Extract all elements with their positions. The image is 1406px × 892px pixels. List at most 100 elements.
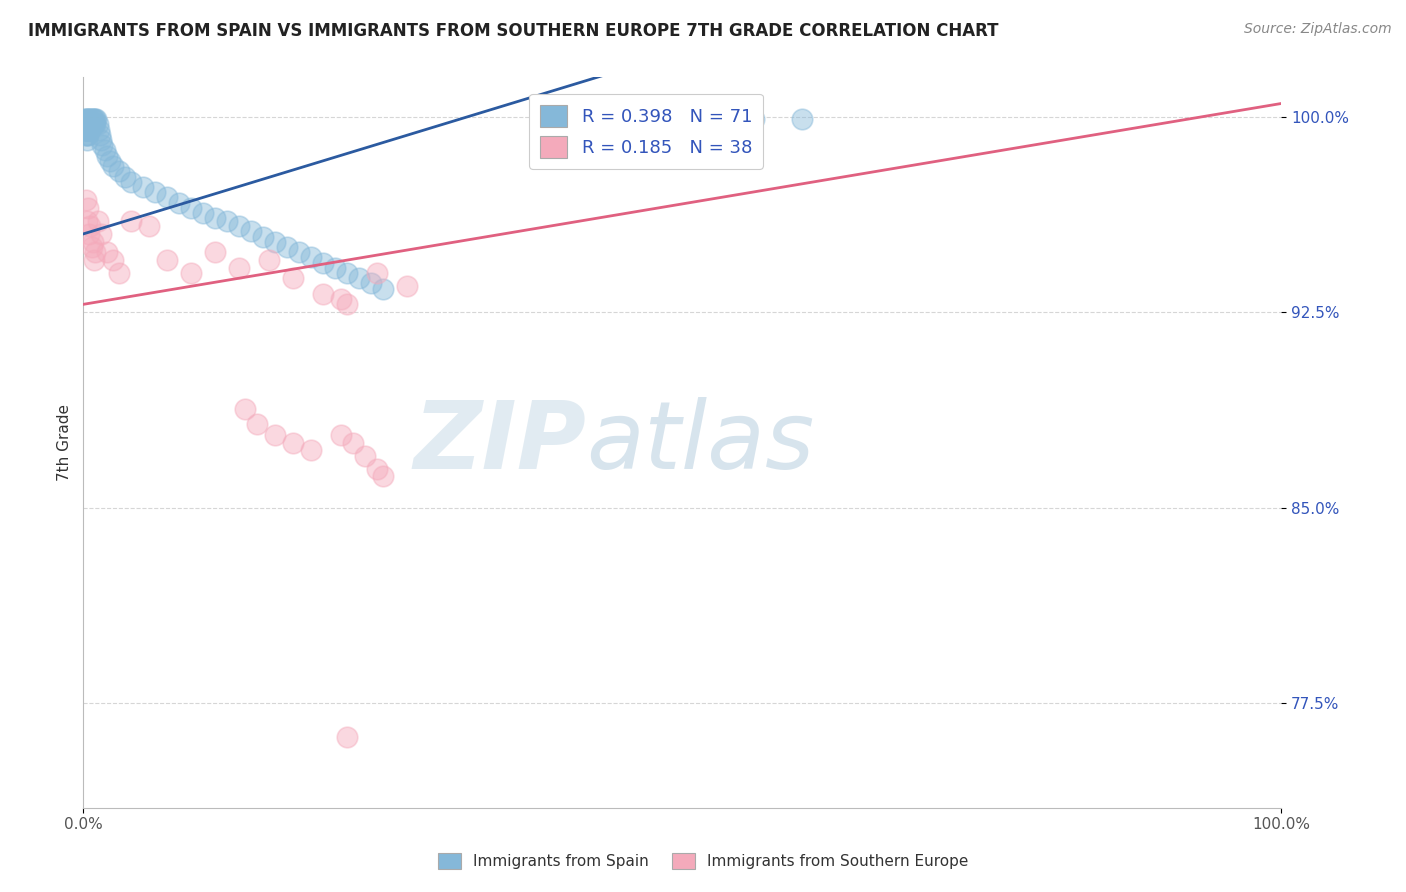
Point [82, 117, 104, 131]
Point [371, 282, 394, 296]
Point [228, 260, 250, 275]
Point [83, 112, 105, 127]
Point [77, 122, 100, 136]
Point [96, 149, 118, 163]
Point [80, 112, 103, 127]
Point [790, 112, 813, 127]
Point [167, 195, 190, 210]
Point [336, 731, 359, 745]
Point [77, 201, 100, 215]
Point [79, 117, 101, 131]
Point [82, 235, 104, 249]
Point [84, 245, 107, 260]
Point [96, 245, 118, 260]
Point [264, 427, 287, 442]
Point [228, 219, 250, 233]
Point [191, 206, 214, 220]
Point [156, 190, 179, 204]
Point [120, 214, 142, 228]
Point [90, 133, 112, 147]
Point [138, 219, 160, 233]
Point [80, 240, 103, 254]
Point [299, 443, 322, 458]
Point [76, 112, 98, 127]
Point [75, 128, 97, 142]
Point [86, 214, 108, 228]
Point [336, 266, 359, 280]
Point [323, 260, 346, 275]
Point [257, 252, 280, 267]
Point [281, 435, 304, 450]
Point [120, 175, 142, 189]
Point [252, 229, 274, 244]
Text: Source: ZipAtlas.com: Source: ZipAtlas.com [1244, 22, 1392, 37]
Point [683, 112, 706, 127]
Y-axis label: 7th Grade: 7th Grade [58, 404, 72, 481]
Point [108, 164, 131, 178]
Point [312, 286, 335, 301]
Point [76, 122, 98, 136]
Point [77, 112, 100, 127]
Point [103, 252, 125, 267]
Point [79, 112, 101, 127]
Point [77, 117, 100, 131]
Point [114, 169, 136, 184]
Point [353, 449, 375, 463]
Point [240, 224, 263, 238]
Point [77, 112, 100, 127]
Point [76, 214, 98, 228]
Point [281, 271, 304, 285]
Point [276, 240, 298, 254]
Point [77, 128, 100, 142]
Point [73, 112, 96, 127]
Point [75, 112, 97, 127]
Point [76, 128, 98, 142]
Point [204, 245, 226, 260]
Point [103, 159, 125, 173]
Point [347, 271, 370, 285]
Point [742, 112, 765, 127]
Point [94, 144, 117, 158]
Point [329, 427, 352, 442]
Point [84, 112, 107, 127]
Point [77, 227, 100, 241]
Point [233, 401, 256, 416]
Point [143, 185, 166, 199]
Point [360, 277, 382, 291]
Point [98, 153, 121, 168]
Text: IMMIGRANTS FROM SPAIN VS IMMIGRANTS FROM SOUTHERN EUROPE 7TH GRADE CORRELATION C: IMMIGRANTS FROM SPAIN VS IMMIGRANTS FROM… [28, 22, 998, 40]
Point [264, 235, 287, 249]
Point [599, 112, 621, 127]
Point [299, 251, 322, 265]
Point [180, 266, 202, 280]
Point [87, 122, 110, 136]
Point [329, 292, 352, 306]
Point [366, 266, 388, 280]
Point [75, 122, 97, 136]
Point [108, 266, 131, 280]
Point [82, 112, 104, 127]
Point [76, 133, 98, 147]
Text: ZIP: ZIP [413, 397, 586, 489]
Point [89, 128, 111, 142]
Point [91, 138, 114, 153]
Point [336, 297, 359, 311]
Point [342, 435, 364, 450]
Point [83, 252, 105, 267]
Point [90, 227, 112, 241]
Point [371, 469, 394, 483]
Point [83, 117, 105, 131]
Legend: Immigrants from Spain, Immigrants from Southern Europe: Immigrants from Spain, Immigrants from S… [432, 847, 974, 875]
Point [288, 245, 311, 260]
Point [79, 219, 101, 233]
Text: atlas: atlas [586, 397, 814, 488]
Point [76, 117, 98, 131]
Point [79, 122, 101, 136]
Point [204, 211, 226, 226]
Point [246, 417, 269, 432]
Point [75, 193, 97, 207]
Point [75, 117, 97, 131]
Point [180, 201, 202, 215]
Point [623, 112, 645, 127]
Point [86, 117, 108, 131]
